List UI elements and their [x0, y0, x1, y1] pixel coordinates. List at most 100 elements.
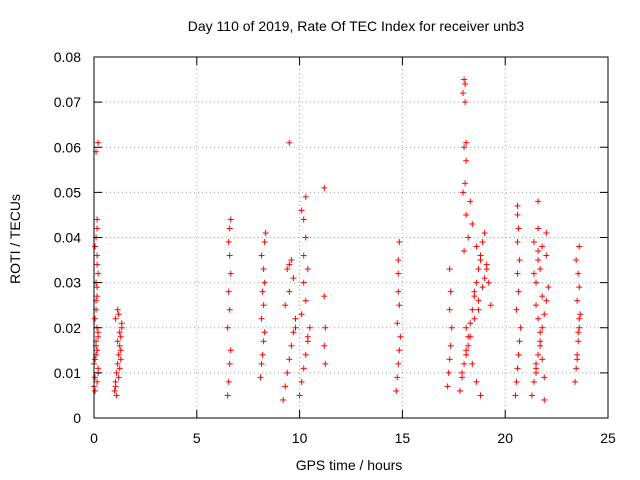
chart-title: Day 110 of 2019, Rate Of TEC Index for r…	[188, 18, 525, 34]
data-point	[300, 365, 307, 372]
data-point	[533, 279, 540, 286]
data-point	[261, 329, 268, 336]
data-point	[444, 383, 451, 390]
data-point	[537, 342, 544, 349]
data-point	[115, 311, 122, 318]
data-point	[572, 378, 579, 385]
data-point	[92, 315, 99, 322]
data-point	[286, 261, 293, 268]
data-point	[116, 342, 123, 349]
data-point	[533, 360, 540, 367]
data-point	[302, 297, 309, 304]
data-point	[541, 396, 548, 403]
data-point	[445, 369, 452, 376]
y-tick-label: 0.07	[54, 94, 81, 110]
data-point	[539, 293, 546, 300]
y-tick-label: 0.04	[54, 230, 81, 246]
data-point	[92, 387, 99, 394]
data-point	[300, 252, 307, 259]
y-tick-label: 0.02	[54, 320, 81, 336]
data-point	[537, 329, 544, 336]
y-tick-label: 0	[73, 410, 81, 426]
data-point	[461, 76, 468, 83]
y-tick-label: 0.05	[54, 184, 81, 200]
data-point	[512, 392, 519, 399]
data-point	[539, 243, 546, 250]
data-point	[469, 360, 476, 367]
data-point	[471, 288, 478, 295]
data-point	[298, 207, 305, 214]
data-point	[485, 279, 492, 286]
data-point	[225, 239, 232, 246]
data-point	[477, 392, 484, 399]
data-point	[515, 225, 522, 232]
data-point	[258, 360, 265, 367]
data-point	[224, 392, 231, 399]
data-point	[114, 338, 121, 345]
data-point	[543, 297, 550, 304]
data-point	[94, 225, 101, 232]
data-point	[300, 279, 307, 286]
data-point	[533, 369, 540, 376]
data-point	[487, 302, 494, 309]
data-point	[292, 315, 299, 322]
data-point	[573, 365, 580, 372]
data-point	[462, 81, 469, 88]
data-point	[462, 180, 469, 187]
data-point	[116, 365, 123, 372]
data-point	[535, 248, 542, 255]
data-point	[471, 315, 478, 322]
data-point	[517, 324, 524, 331]
data-point	[94, 252, 101, 259]
data-point	[465, 342, 472, 349]
data-point	[260, 302, 267, 309]
data-point	[576, 243, 583, 250]
data-point	[513, 378, 520, 385]
data-point	[475, 266, 482, 273]
data-point	[118, 320, 125, 327]
data-point	[514, 239, 521, 246]
data-point	[513, 306, 520, 313]
data-point	[116, 329, 123, 336]
data-point	[514, 202, 521, 209]
data-point	[460, 189, 467, 196]
data-point	[262, 229, 269, 236]
data-point	[92, 243, 99, 250]
data-point	[94, 284, 101, 291]
data-point	[112, 383, 119, 390]
data-point	[395, 360, 402, 367]
y-tick-label: 0.03	[54, 275, 81, 291]
data-point	[292, 324, 299, 331]
data-point	[447, 288, 454, 295]
data-point	[576, 284, 583, 291]
data-point	[114, 360, 121, 367]
data-point	[286, 356, 293, 363]
data-point	[298, 378, 305, 385]
data-point	[463, 139, 470, 146]
data-point	[535, 315, 542, 322]
data-point	[396, 239, 403, 246]
data-point	[447, 342, 454, 349]
data-point	[298, 311, 305, 318]
data-point	[516, 338, 523, 345]
data-point	[473, 279, 480, 286]
data-point	[284, 266, 291, 273]
data-point	[304, 333, 311, 340]
data-point	[261, 279, 268, 286]
x-tick-label: 5	[193, 430, 201, 446]
data-point	[575, 338, 582, 345]
data-point	[117, 347, 124, 354]
data-point	[515, 288, 522, 295]
data-point	[473, 378, 480, 385]
data-point	[226, 252, 233, 259]
data-point	[117, 356, 124, 363]
data-point	[226, 225, 233, 232]
data-point	[467, 198, 474, 205]
data-point	[469, 220, 476, 227]
data-point	[92, 374, 99, 381]
grid-lines	[94, 57, 608, 418]
data-point	[260, 338, 267, 345]
data-point	[576, 315, 583, 322]
y-tick-label: 0.08	[54, 49, 81, 65]
